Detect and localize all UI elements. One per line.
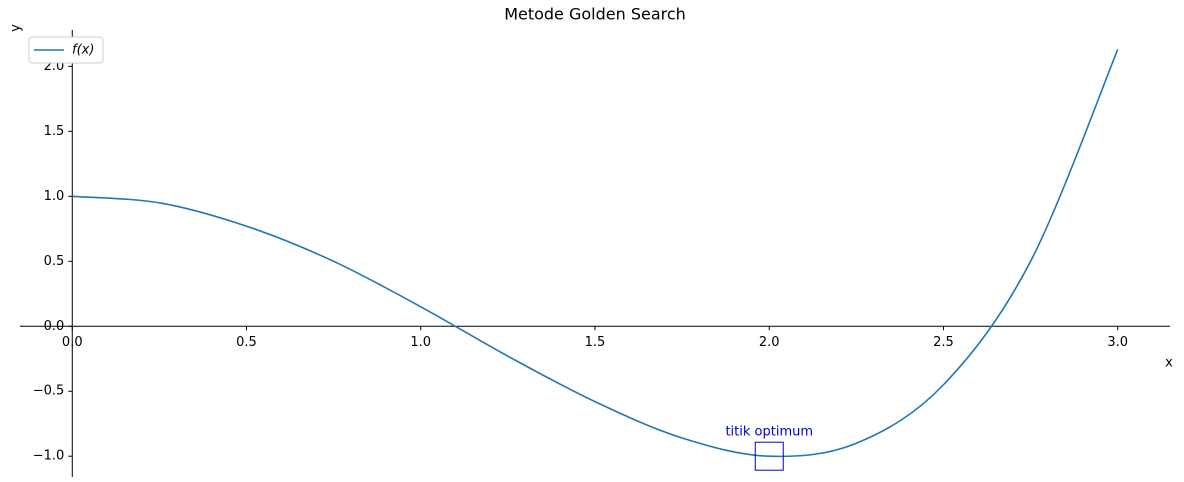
y-tick-label: −0.5	[33, 384, 65, 399]
y-tick-label: 1.0	[44, 189, 65, 204]
legend: f(x)	[28, 36, 104, 64]
chart-title: Metode Golden Search	[504, 5, 686, 24]
legend-label: f(x)	[72, 43, 94, 58]
legend-box	[28, 36, 104, 64]
y-tick-label: 0.5	[44, 254, 65, 269]
x-tick-label: 2.5	[933, 335, 954, 350]
x-tick-label: 2.0	[759, 335, 780, 350]
x-tick-label: 0.0	[62, 335, 83, 350]
x-tick-label: 0.5	[236, 335, 257, 350]
x-tick-label: 3.0	[1107, 335, 1128, 350]
y-tick-label: 1.5	[44, 124, 65, 139]
x-axis-label: x	[1165, 356, 1173, 371]
y-tick-label: −1.0	[33, 449, 65, 464]
x-tick-label: 1.5	[585, 335, 606, 350]
y-axis-label: y	[9, 24, 24, 32]
line-series	[72, 49, 1119, 458]
annotation-label: titik optimum	[725, 425, 813, 440]
optimum-marker	[754, 441, 784, 471]
x-tick-label: 1.0	[410, 335, 431, 350]
y-tick-label: 0.0	[44, 319, 65, 334]
